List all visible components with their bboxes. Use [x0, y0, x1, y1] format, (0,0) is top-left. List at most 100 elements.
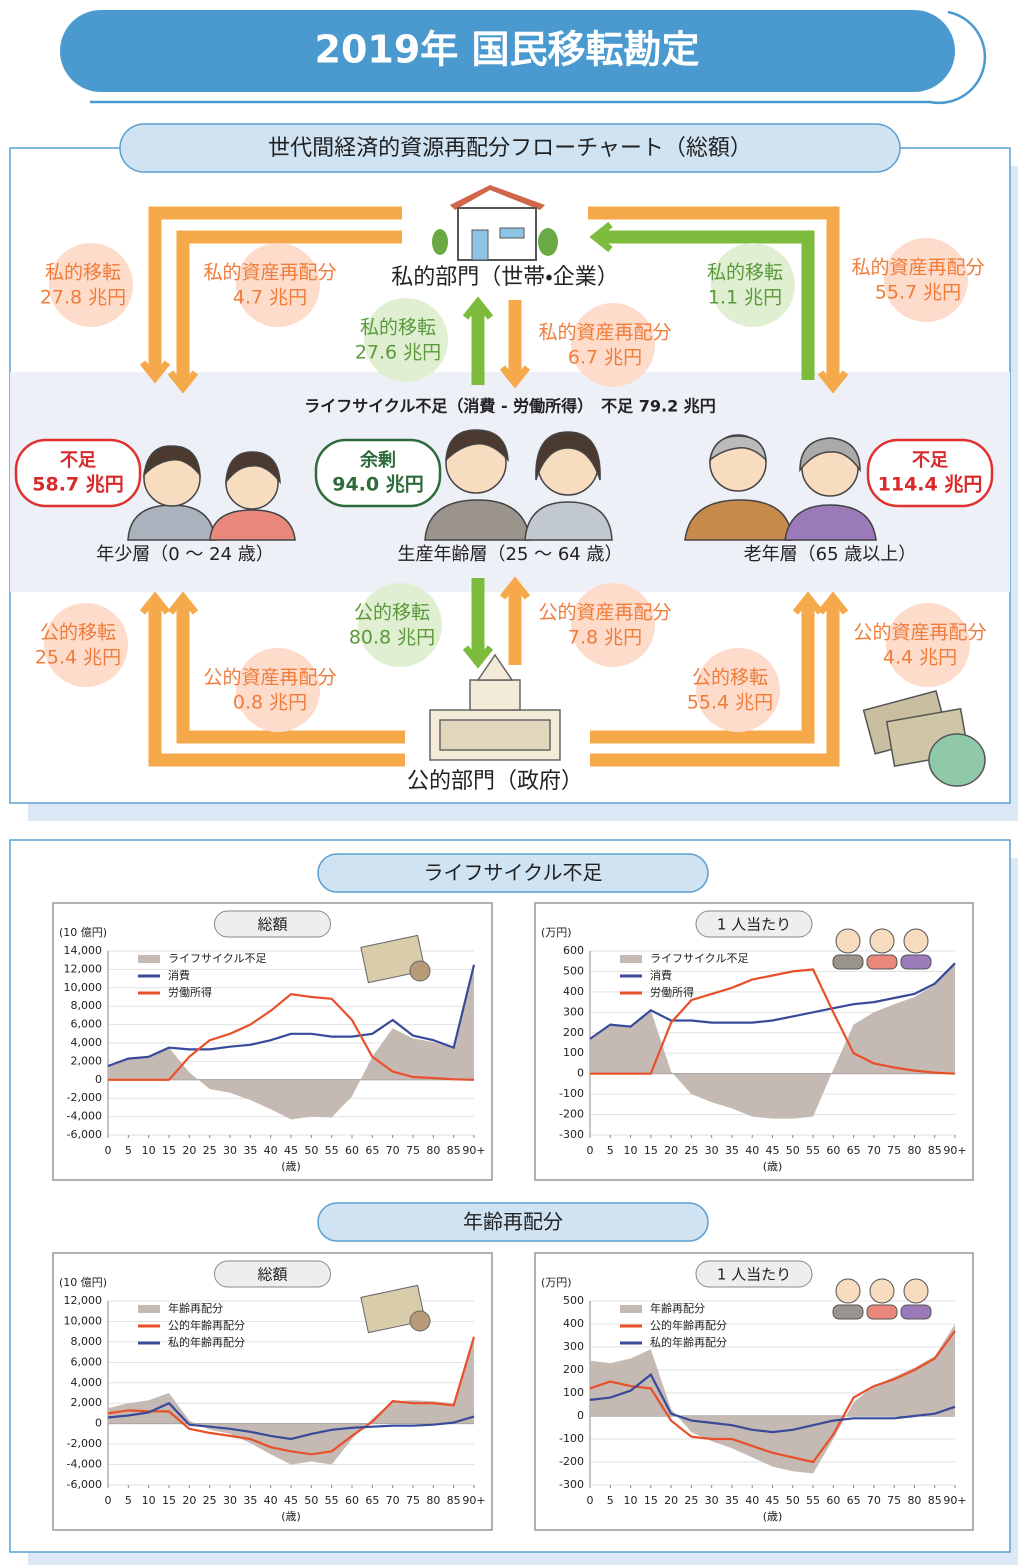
y-tick-label: 4,000 — [71, 1036, 103, 1049]
y-tick-label: 12,000 — [64, 1294, 103, 1307]
person-icon — [836, 929, 860, 953]
x-tick-label: 0 — [587, 1494, 594, 1507]
y-tick-label: -6,000 — [67, 1128, 102, 1141]
y-tick-label: 300 — [563, 1340, 584, 1353]
y-tick-label: -4,000 — [67, 1458, 102, 1471]
legend-label: 労働所得 — [650, 985, 694, 999]
chart-panel — [53, 1253, 492, 1530]
y-tick-label: -100 — [559, 1432, 584, 1445]
x-tick-label: 25 — [684, 1144, 698, 1157]
unit-label: (万円) — [541, 926, 572, 939]
x-tick-label: 10 — [142, 1494, 156, 1507]
flow-amount: 4.7 兆円 — [233, 287, 307, 309]
y-tick-label: -300 — [559, 1128, 584, 1141]
y-tick-label: 0 — [577, 1409, 584, 1422]
private-sector-label: 私的部門（世帯・企業） — [391, 265, 618, 290]
x-tick-label: 80 — [426, 1494, 440, 1507]
person-icon — [870, 1279, 894, 1303]
x-tick-label: 50 — [786, 1144, 800, 1157]
flow-amount: 80.8 兆円 — [349, 627, 435, 649]
x-tick-label: 35 — [243, 1494, 257, 1507]
person-body — [833, 955, 863, 969]
person-body — [833, 1305, 863, 1319]
x-tick-label: 35 — [243, 1144, 257, 1157]
x-tick-label: 5 — [125, 1494, 132, 1507]
unit-label: (10 億円) — [59, 1276, 107, 1289]
x-tick-label: 55 — [325, 1144, 339, 1157]
x-axis-label: (歳) — [763, 1160, 783, 1173]
person-icon — [870, 929, 894, 953]
x-tick-label: 65 — [847, 1494, 861, 1507]
group-label: 生産年齢層（25 ～ 64 歳） — [398, 544, 623, 565]
flow-amount: 55.4 兆円 — [687, 692, 773, 714]
x-tick-label: 75 — [887, 1494, 901, 1507]
y-tick-label: 200 — [563, 1363, 584, 1376]
status-label: 不足 — [912, 450, 948, 471]
flow-bubble — [358, 583, 442, 667]
y-tick-label: -6,000 — [67, 1478, 102, 1491]
flow-label: 公的資産再配分 — [203, 667, 336, 689]
flow-amount: 7.8 兆円 — [568, 627, 642, 649]
y-tick-label: 2,000 — [71, 1054, 103, 1067]
legend-swatch — [138, 1305, 160, 1313]
flowchart-title: 世代間経済的資源再配分フローチャート（総額） — [268, 136, 752, 161]
x-tick-label: 85 — [447, 1144, 461, 1157]
x-axis-label: (歳) — [281, 1510, 301, 1523]
x-tick-label: 90+ — [943, 1144, 966, 1157]
x-tick-label: 0 — [105, 1144, 112, 1157]
status-label: 不足 — [60, 450, 96, 471]
flow-amount: 4.4 兆円 — [883, 647, 957, 669]
x-tick-label: 45 — [766, 1144, 780, 1157]
legend-label: 公的年齢再配分 — [168, 1318, 245, 1332]
x-tick-label: 70 — [867, 1144, 881, 1157]
x-tick-label: 40 — [745, 1144, 759, 1157]
infographic: 2019年 国民移転勘定 世代間経済的資源再配分フローチャート（総額） — [0, 0, 1018, 1565]
chart-title: 総額 — [257, 1266, 287, 1284]
x-tick-label: 20 — [664, 1144, 678, 1157]
y-tick-label: 4,000 — [71, 1376, 103, 1389]
flow-bubble — [49, 243, 133, 327]
legend-label: 公的年齢再配分 — [650, 1318, 727, 1332]
y-tick-label: 600 — [563, 944, 584, 957]
y-tick-label: 0 — [95, 1417, 102, 1430]
x-tick-label: 20 — [182, 1144, 196, 1157]
x-tick-label: 75 — [406, 1494, 420, 1507]
coin-icon — [410, 1311, 430, 1331]
y-tick-label: 6,000 — [71, 1018, 103, 1031]
x-tick-label: 60 — [345, 1494, 359, 1507]
y-tick-label: 100 — [563, 1386, 584, 1399]
x-tick-label: 50 — [304, 1494, 318, 1507]
flow-bubble — [884, 238, 968, 322]
flow-label: 公的資産再配分 — [853, 622, 986, 644]
x-tick-label: 15 — [644, 1494, 658, 1507]
x-tick-label: 20 — [182, 1494, 196, 1507]
y-tick-label: 8,000 — [71, 1335, 103, 1348]
x-tick-label: 60 — [345, 1144, 359, 1157]
status-amount: 58.7 兆円 — [32, 474, 124, 496]
y-tick-label: 2,000 — [71, 1396, 103, 1409]
x-tick-label: 0 — [587, 1144, 594, 1157]
flow-amount: 55.7 兆円 — [875, 282, 961, 304]
x-tick-label: 65 — [365, 1494, 379, 1507]
x-tick-label: 40 — [264, 1494, 278, 1507]
y-tick-label: 300 — [563, 1005, 584, 1018]
chart: 1 人当たり(万円)-300-200-100010020030040050005… — [535, 1253, 973, 1530]
x-tick-label: 55 — [806, 1494, 820, 1507]
flow-label: 私的移転 — [45, 262, 121, 284]
coin-icon — [410, 961, 430, 981]
flow-label: 公的移転 — [692, 667, 768, 689]
section-title: 年齢再配分 — [463, 1210, 563, 1234]
legend-label: 消費 — [650, 968, 672, 982]
x-axis-label: (歳) — [763, 1510, 783, 1523]
flow-label: 私的資産再配分 — [851, 257, 984, 279]
person-icon — [904, 1279, 928, 1303]
x-tick-label: 25 — [203, 1494, 217, 1507]
flow-bubble — [44, 603, 128, 687]
legend-label: ライフサイクル不足 — [168, 952, 266, 965]
flow-label: 私的移転 — [360, 317, 436, 339]
y-tick-label: -200 — [559, 1455, 584, 1468]
lifecycle-deficit: ライフサイクル不足（消費 - 労働所得） 不足 79.2 兆円 — [304, 397, 716, 416]
x-tick-label: 90+ — [462, 1144, 485, 1157]
x-tick-label: 35 — [725, 1494, 739, 1507]
person-body — [867, 955, 897, 969]
